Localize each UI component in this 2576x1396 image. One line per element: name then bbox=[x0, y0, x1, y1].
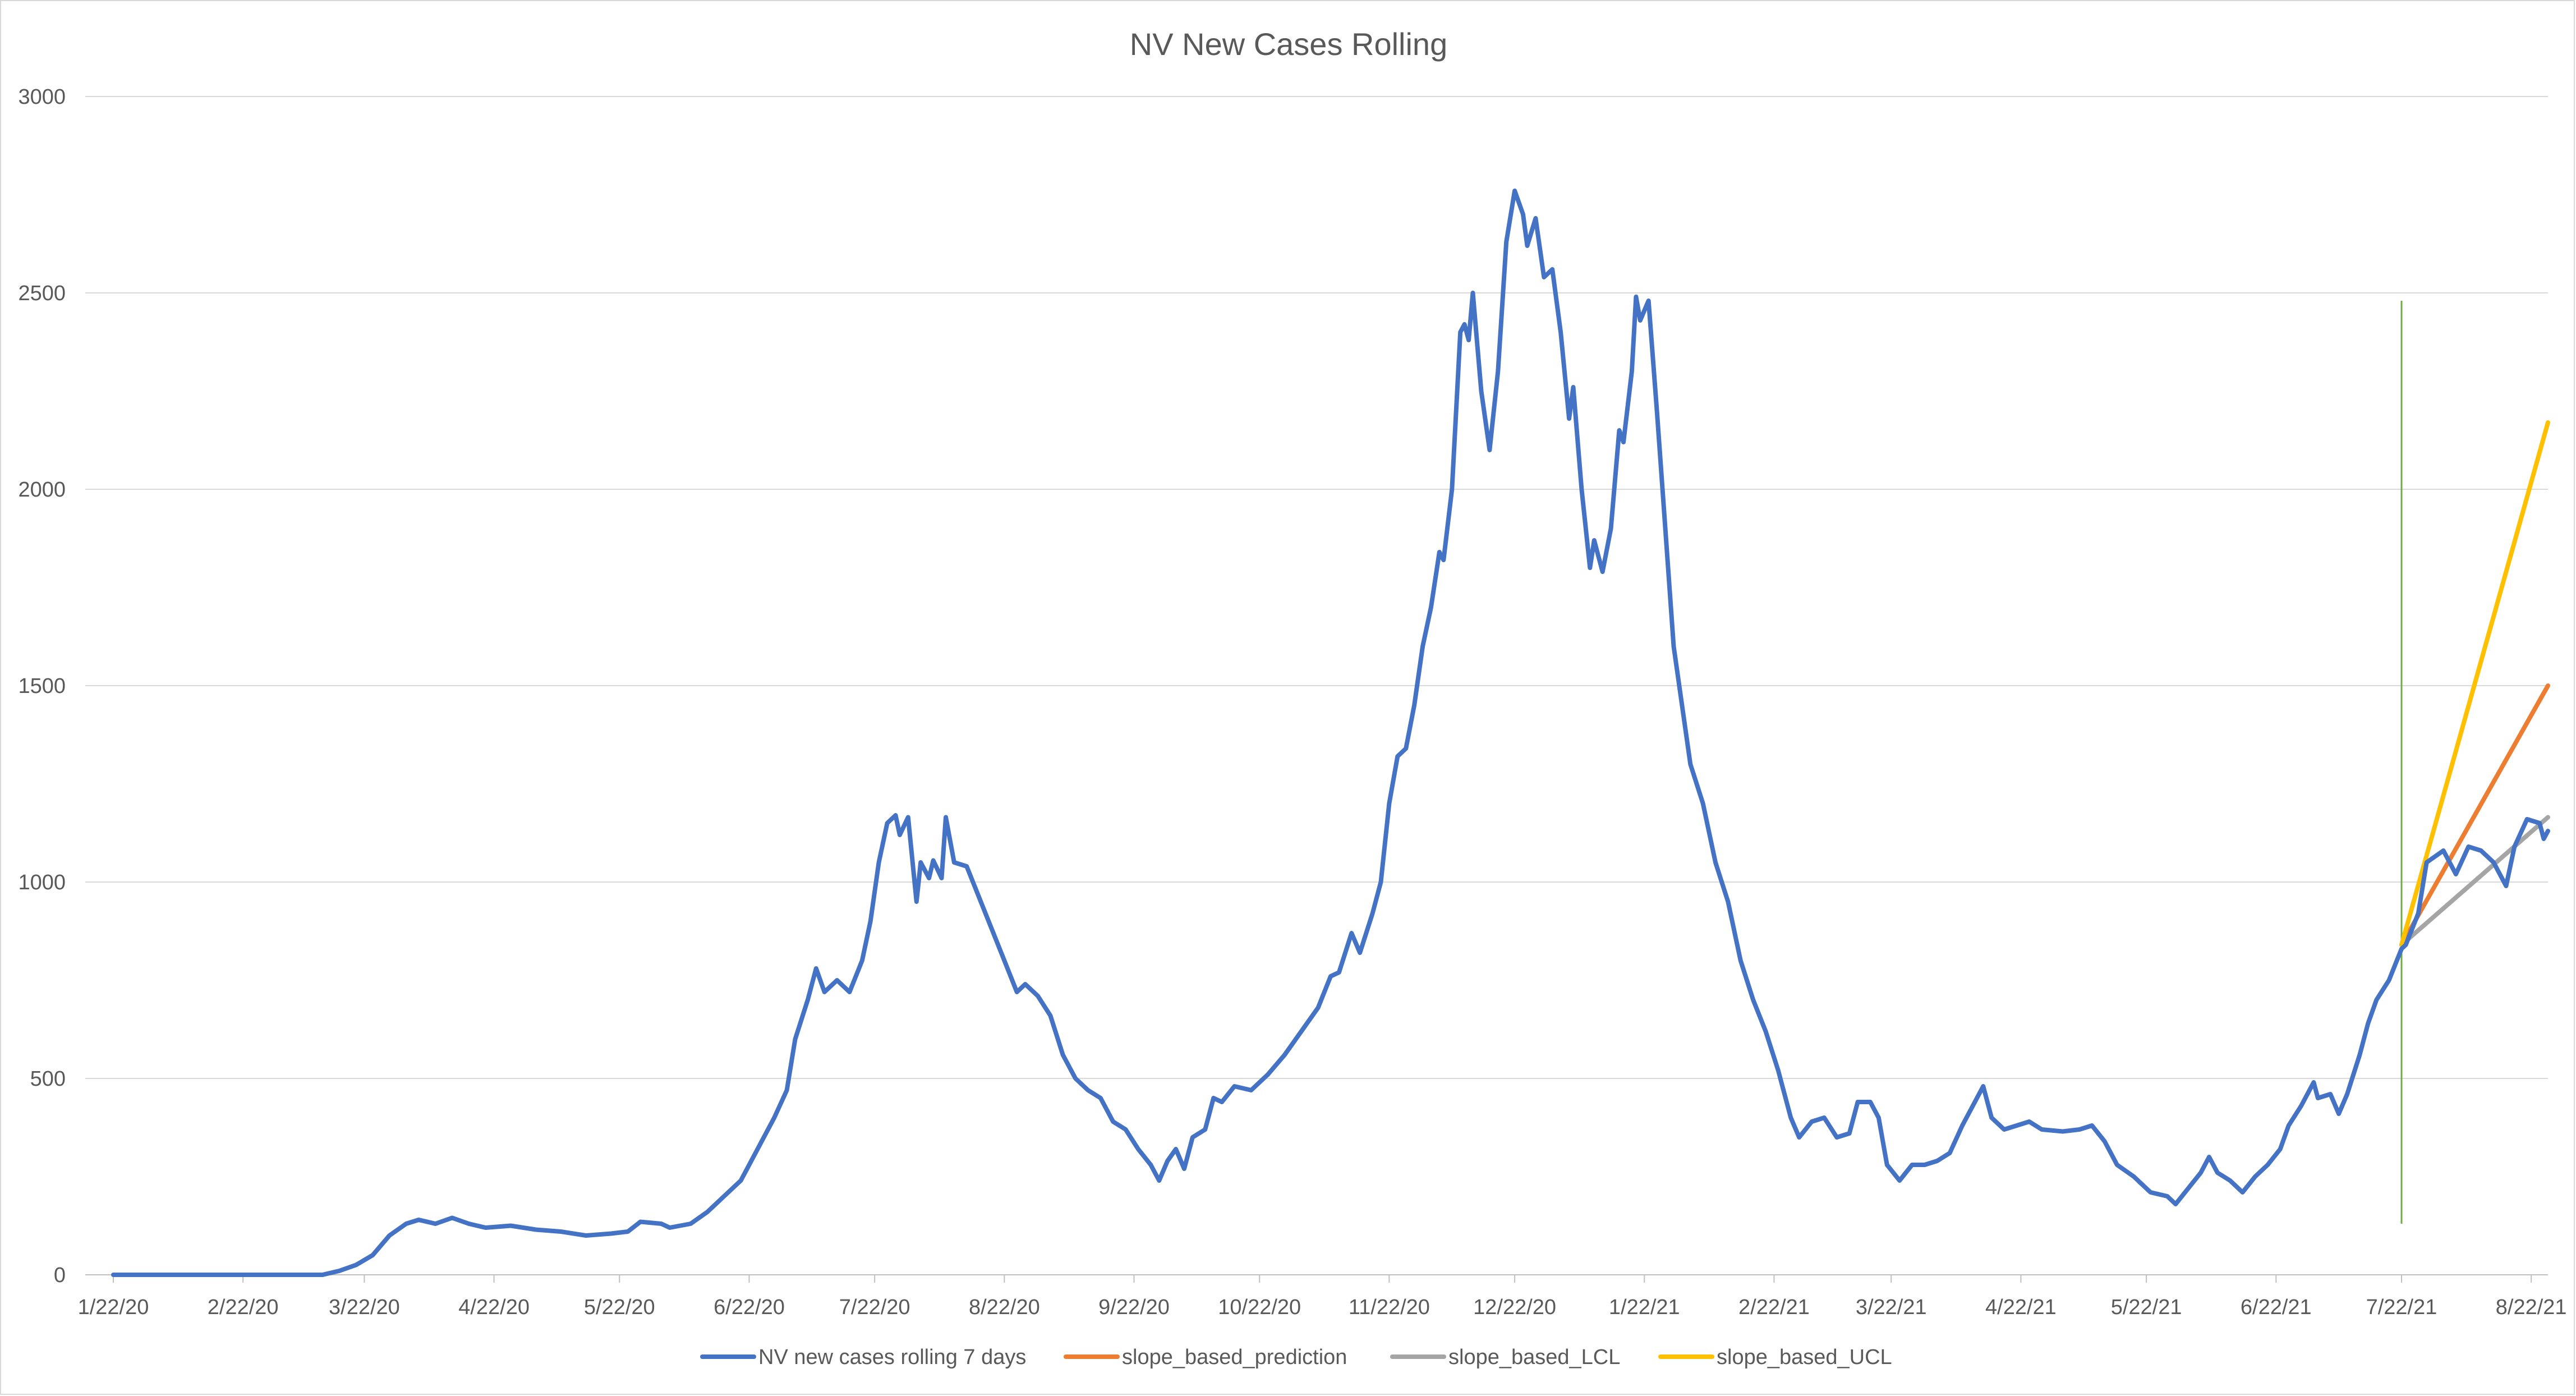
x-tick-label: 2/22/21 bbox=[1738, 1296, 1810, 1319]
x-axis-ticks: 1/22/20 2/22/20 3/22/20 4/22/20 5/22/20 6/22/… bbox=[78, 1275, 2567, 1319]
x-tick-label: 4/22/20 bbox=[458, 1296, 530, 1319]
x-tick-label: 2/22/20 bbox=[208, 1296, 279, 1319]
series-line-slope-based-prediction bbox=[2399, 683, 2550, 947]
y-tick-label: 500 bbox=[30, 1067, 66, 1091]
x-tick-label: 1/22/21 bbox=[1609, 1296, 1680, 1319]
x-tick-label: 9/22/20 bbox=[1098, 1296, 1170, 1319]
legend-label: slope_based_LCL bbox=[1448, 1346, 1620, 1369]
x-tick-label: 5/22/20 bbox=[584, 1296, 655, 1319]
x-tick-label: 3/22/20 bbox=[329, 1296, 400, 1319]
x-tick-label: 10/22/20 bbox=[1218, 1296, 1301, 1319]
series-lines bbox=[111, 189, 2550, 1277]
x-tick-label: 7/22/21 bbox=[2366, 1296, 2437, 1319]
legend-label: slope_based_UCL bbox=[1717, 1346, 1892, 1369]
series-line-nv-new-cases-rolling-7-days bbox=[111, 189, 2550, 1277]
x-tick-label: 6/22/21 bbox=[2241, 1296, 2312, 1319]
y-tick-label: 0 bbox=[54, 1264, 66, 1287]
y-axis-ticks: 0 500 1000 1500 2000 2500 3000 bbox=[18, 85, 66, 1287]
series-line-slope-based-ucl bbox=[2399, 420, 2550, 947]
x-tick-label: 5/22/21 bbox=[2111, 1296, 2182, 1319]
x-tick-label: 11/22/20 bbox=[1349, 1296, 1430, 1319]
y-tick-label: 2000 bbox=[18, 478, 66, 502]
x-tick-label: 1/22/20 bbox=[78, 1296, 149, 1319]
series-line-slope-based-lcl bbox=[2399, 815, 2550, 947]
x-tick-label: 8/22/21 bbox=[2496, 1296, 2567, 1319]
x-tick-label: 7/22/20 bbox=[839, 1296, 910, 1319]
gridlines bbox=[85, 96, 2548, 1275]
x-tick-label: 6/22/20 bbox=[714, 1296, 785, 1319]
x-tick-label: 12/22/20 bbox=[1473, 1296, 1556, 1319]
legend-label: slope_based_prediction bbox=[1122, 1346, 1347, 1369]
legend: NV new cases rolling 7 days slope_based_p… bbox=[700, 1346, 1892, 1369]
y-tick-label: 1500 bbox=[18, 674, 66, 698]
x-tick-label: 3/22/21 bbox=[1856, 1296, 1927, 1319]
chart-title: NV New Cases Rolling bbox=[1130, 26, 1447, 62]
y-tick-label: 2500 bbox=[18, 282, 66, 305]
x-tick-label: 8/22/20 bbox=[969, 1296, 1040, 1319]
legend-label: NV new cases rolling 7 days bbox=[758, 1346, 1026, 1369]
y-tick-label: 3000 bbox=[18, 85, 66, 109]
y-tick-label: 1000 bbox=[18, 871, 66, 894]
x-tick-label: 4/22/21 bbox=[1985, 1296, 2057, 1319]
